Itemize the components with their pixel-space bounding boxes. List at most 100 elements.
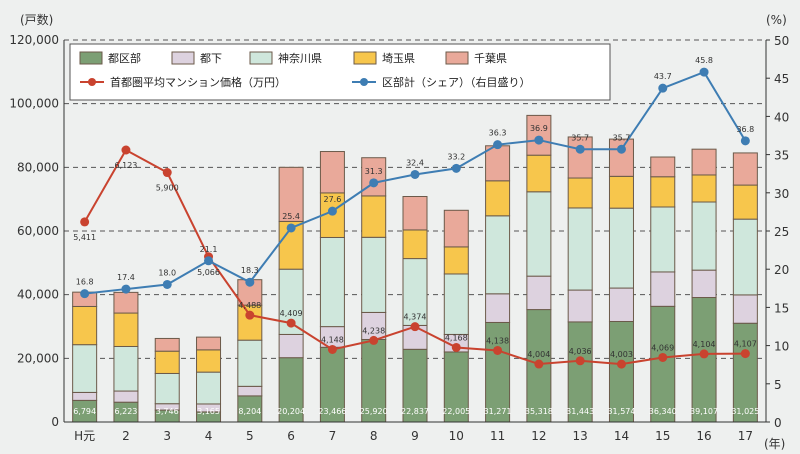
share-label: 27.6 [324, 195, 342, 204]
share-label: 18.3 [241, 266, 259, 275]
bar-2-15 [650, 271, 676, 307]
bar-value-label: 23,466 [318, 407, 346, 416]
bar-4-15 [650, 176, 676, 208]
bar-5-11 [485, 145, 511, 182]
price-point [327, 344, 337, 354]
share-label: 36.9 [530, 124, 548, 133]
bar-2-12 [526, 275, 552, 311]
bar-2-8 [361, 311, 387, 340]
bar-2-5 [237, 385, 263, 397]
share-point [162, 279, 172, 289]
bar-1-11 [485, 321, 511, 423]
bar-5-16 [691, 148, 717, 176]
price-point [699, 349, 709, 359]
bar-1-15 [650, 305, 676, 423]
bar-4-4 [196, 349, 222, 373]
x-tick-label: 3 [163, 429, 171, 443]
right-tick-label: 20 [774, 263, 789, 277]
share-label: 45.8 [695, 56, 713, 65]
bar-4-17 [732, 184, 758, 220]
right-tick-label: 40 [774, 110, 789, 124]
price-label: 4,374 [404, 313, 427, 322]
right-axis-label: (%) [766, 13, 787, 27]
share-point [699, 67, 709, 77]
price-point [534, 359, 544, 369]
legend-label: 区部計（シェア）（右目盛り） [382, 75, 531, 89]
right-tick-label: 25 [774, 225, 789, 239]
share-point [410, 169, 420, 179]
bar-5-2 [113, 291, 139, 314]
bar-value-label: 22,837 [401, 407, 429, 416]
left-tick-label: 100,000 [9, 97, 59, 111]
x-tick-label: 12 [531, 429, 546, 443]
share-point [493, 140, 503, 150]
bar-value-label: 8,204 [238, 407, 261, 416]
legend-swatch [353, 51, 377, 65]
right-tick-label: 0 [774, 416, 782, 430]
bar-3-17 [732, 218, 758, 296]
bar-3-7 [319, 236, 345, 328]
bar-4-8 [361, 195, 387, 238]
bar-2-2 [113, 390, 139, 403]
x-tick-label: 7 [329, 429, 337, 443]
left-axis-label: (戸数) [20, 12, 53, 27]
bar-4-5 [237, 304, 263, 341]
x-tick-label: 17 [738, 429, 753, 443]
bar-4-3 [154, 350, 180, 374]
share-point [286, 223, 296, 233]
bar-3-8 [361, 236, 387, 313]
price-label: 4,409 [280, 309, 303, 318]
share-label: 36.3 [489, 129, 507, 138]
x-tick-label: 8 [370, 429, 378, 443]
legend-swatch [171, 51, 195, 65]
bar-value-label: 35,318 [525, 407, 553, 416]
legend-label: 都下 [200, 52, 222, 65]
share-point [204, 256, 214, 266]
price-label: 4,238 [362, 326, 385, 335]
bar-4-16 [691, 174, 717, 203]
x-tick-label: 13 [573, 429, 588, 443]
share-point [80, 289, 90, 299]
share-point [121, 284, 131, 294]
x-tick-label: 15 [655, 429, 670, 443]
bar-2-6 [278, 333, 304, 359]
share-label: 33.2 [447, 152, 465, 161]
price-label: 6,123 [114, 161, 137, 170]
share-label: 17.4 [117, 273, 135, 282]
bar-4-12 [526, 154, 552, 193]
bar-5-7 [319, 151, 345, 194]
bar-value-label: 22,005 [442, 407, 470, 416]
share-point [327, 206, 337, 216]
legend-swatch [249, 51, 273, 65]
price-point [162, 168, 172, 178]
left-tick-label: 120,000 [9, 33, 59, 47]
bar-4-13 [567, 177, 593, 209]
bar-3-H元 [72, 344, 98, 393]
bar-1-9 [402, 348, 428, 423]
price-point [80, 217, 90, 227]
right-tick-label: 30 [774, 187, 789, 201]
share-point [740, 136, 750, 146]
bar-2-14 [608, 287, 634, 322]
left-tick-label: 80,000 [17, 160, 59, 174]
legend-label: 首都圏平均マンション価格（万円） [110, 75, 286, 89]
bar-1-14 [608, 320, 634, 423]
price-label: 4,168 [445, 333, 468, 342]
share-point [369, 178, 379, 188]
x-tick-label: 2 [122, 429, 130, 443]
share-point [575, 144, 585, 154]
price-point [493, 345, 503, 355]
price-label: 5,066 [197, 268, 220, 277]
bar-4-H元 [72, 305, 98, 346]
share-label: 31.3 [365, 167, 383, 176]
bar-3-10 [443, 273, 469, 335]
bar-5-15 [650, 156, 676, 178]
share-label: 21.1 [200, 245, 218, 254]
share-point [245, 277, 255, 287]
x-tick-label: 16 [696, 429, 711, 443]
share-label: 18.0 [158, 268, 176, 277]
left-tick-label: 40,000 [17, 288, 59, 302]
x-tick-label: 10 [449, 429, 464, 443]
x-tick-label: 5 [246, 429, 254, 443]
